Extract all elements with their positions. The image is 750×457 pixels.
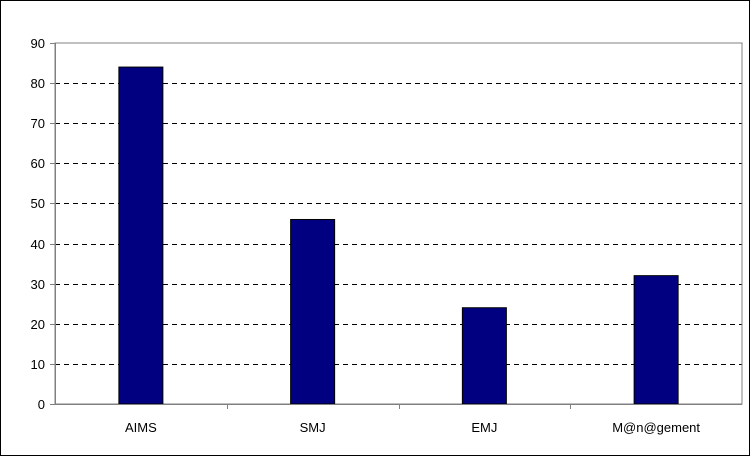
x-category-label: AIMS [125, 420, 157, 435]
bar-smj [290, 218, 336, 405]
bars [118, 66, 679, 405]
x-category-label: M@n@gement [612, 420, 700, 435]
gridlines [55, 83, 742, 365]
bar-emj [461, 307, 507, 405]
y-tick-label: 20 [31, 317, 45, 332]
x-axis-category-labels: AIMS SMJ EMJ M@n@gement [125, 420, 700, 435]
y-tick-label: 10 [31, 357, 45, 372]
bar-aims [118, 66, 164, 405]
bar-m-n-gement [633, 275, 679, 405]
y-tick-label: 40 [31, 237, 45, 252]
y-tick-label: 90 [31, 36, 45, 51]
x-category-label: EMJ [471, 420, 497, 435]
y-tick-label: 60 [31, 156, 45, 171]
y-tick-label: 80 [31, 76, 45, 91]
y-axis-tick-labels: 0 10 20 30 40 50 60 70 80 90 [31, 36, 45, 412]
x-category-label: SMJ [300, 420, 326, 435]
y-tick-label: 30 [31, 277, 45, 292]
y-tick-label: 70 [31, 116, 45, 131]
axes [50, 43, 742, 409]
y-tick-label: 50 [31, 196, 45, 211]
y-tick-label: 0 [38, 397, 45, 412]
